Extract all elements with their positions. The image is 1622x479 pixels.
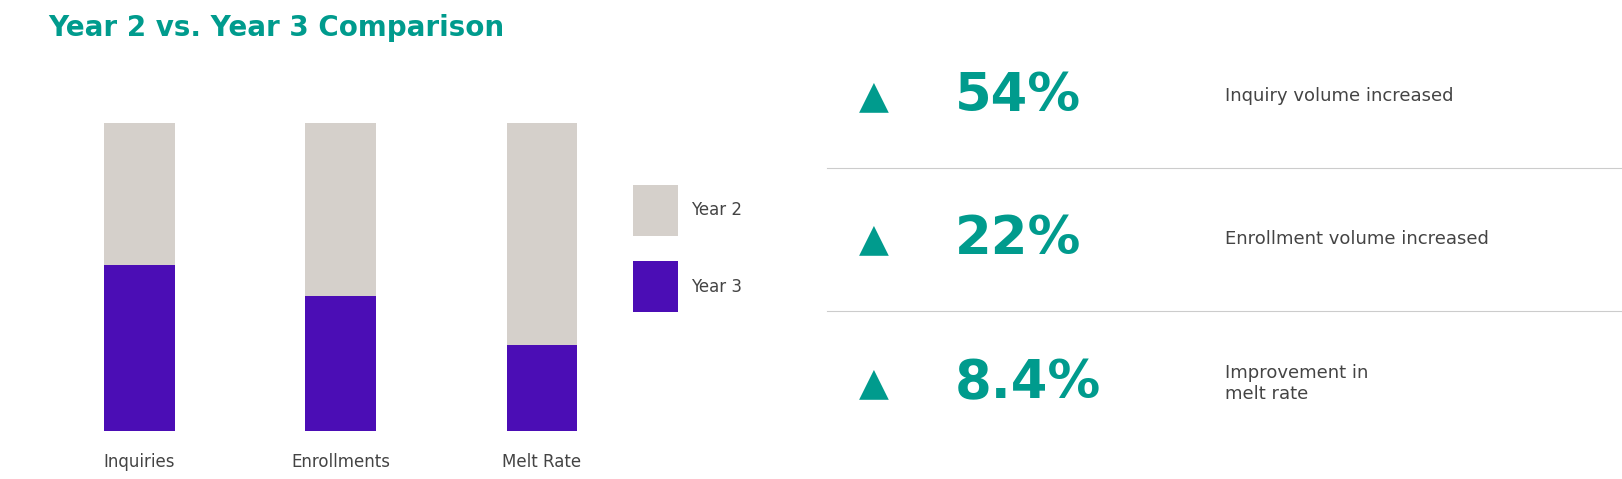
Text: Melt Rate: Melt Rate: [503, 453, 582, 471]
Bar: [506, 123, 577, 345]
Bar: [305, 296, 376, 431]
Bar: [104, 265, 175, 431]
Text: ▲: ▲: [860, 364, 889, 402]
Text: Enrollments: Enrollments: [290, 453, 391, 471]
Text: Inquiry volume increased: Inquiry volume increased: [1225, 87, 1453, 105]
Text: Inquiries: Inquiries: [104, 453, 175, 471]
Text: 22%: 22%: [954, 214, 1080, 265]
Text: Year 2 vs. Year 3 Comparison: Year 2 vs. Year 3 Comparison: [49, 14, 504, 42]
Text: Improvement in
melt rate: Improvement in melt rate: [1225, 364, 1367, 403]
Text: Enrollment volume increased: Enrollment volume increased: [1225, 230, 1489, 249]
Text: ▲: ▲: [860, 220, 889, 259]
Text: ▲: ▲: [860, 77, 889, 115]
Bar: [633, 261, 678, 312]
Bar: [104, 123, 175, 265]
Text: Year 2: Year 2: [691, 201, 741, 219]
Text: 8.4%: 8.4%: [954, 357, 1101, 409]
Bar: [633, 185, 678, 236]
Bar: [305, 123, 376, 296]
Text: Year 3: Year 3: [691, 278, 741, 296]
Text: 54%: 54%: [954, 70, 1080, 122]
Bar: [506, 345, 577, 431]
